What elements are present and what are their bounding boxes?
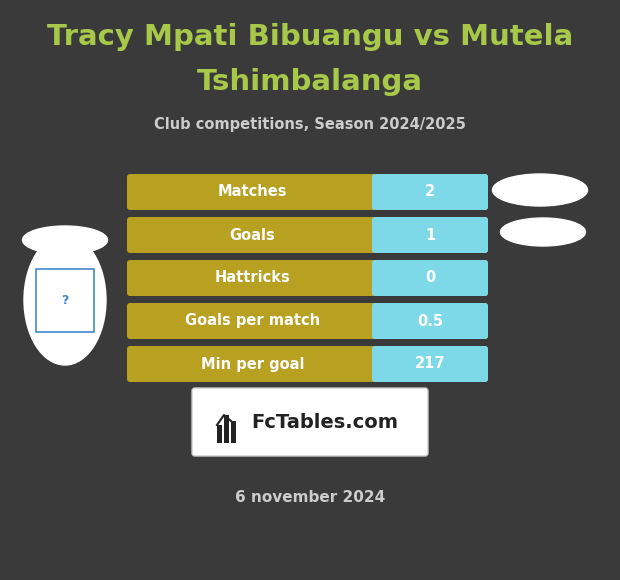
FancyBboxPatch shape — [372, 217, 488, 253]
Text: 1: 1 — [425, 227, 435, 242]
FancyBboxPatch shape — [372, 346, 488, 382]
Text: Min per goal: Min per goal — [201, 357, 304, 372]
Text: 0: 0 — [425, 270, 435, 285]
FancyBboxPatch shape — [127, 303, 488, 339]
Text: Goals: Goals — [229, 227, 275, 242]
Text: FcTables.com: FcTables.com — [252, 412, 399, 432]
Text: Tshimbalanga: Tshimbalanga — [197, 68, 423, 96]
FancyBboxPatch shape — [372, 260, 488, 296]
Text: Hattricks: Hattricks — [215, 270, 290, 285]
Bar — [224, 415, 229, 443]
Bar — [217, 425, 222, 443]
FancyBboxPatch shape — [372, 303, 488, 339]
FancyBboxPatch shape — [372, 174, 488, 210]
Text: 2: 2 — [425, 184, 435, 200]
FancyBboxPatch shape — [127, 217, 488, 253]
Ellipse shape — [500, 218, 585, 246]
FancyBboxPatch shape — [127, 174, 488, 210]
Text: Matches: Matches — [218, 184, 287, 200]
Text: 6 november 2024: 6 november 2024 — [235, 491, 385, 506]
Text: 217: 217 — [415, 357, 445, 372]
Text: Club competitions, Season 2024/2025: Club competitions, Season 2024/2025 — [154, 118, 466, 132]
Text: Goals per match: Goals per match — [185, 314, 320, 328]
Ellipse shape — [492, 174, 588, 206]
FancyBboxPatch shape — [127, 260, 488, 296]
Ellipse shape — [22, 226, 107, 254]
Bar — [231, 421, 236, 443]
Text: 0.5: 0.5 — [417, 314, 443, 328]
Ellipse shape — [24, 235, 106, 365]
Text: Tracy Mpati Bibuangu vs Mutela: Tracy Mpati Bibuangu vs Mutela — [47, 23, 573, 51]
FancyBboxPatch shape — [127, 346, 488, 382]
Text: ?: ? — [61, 293, 69, 306]
FancyBboxPatch shape — [192, 388, 428, 456]
